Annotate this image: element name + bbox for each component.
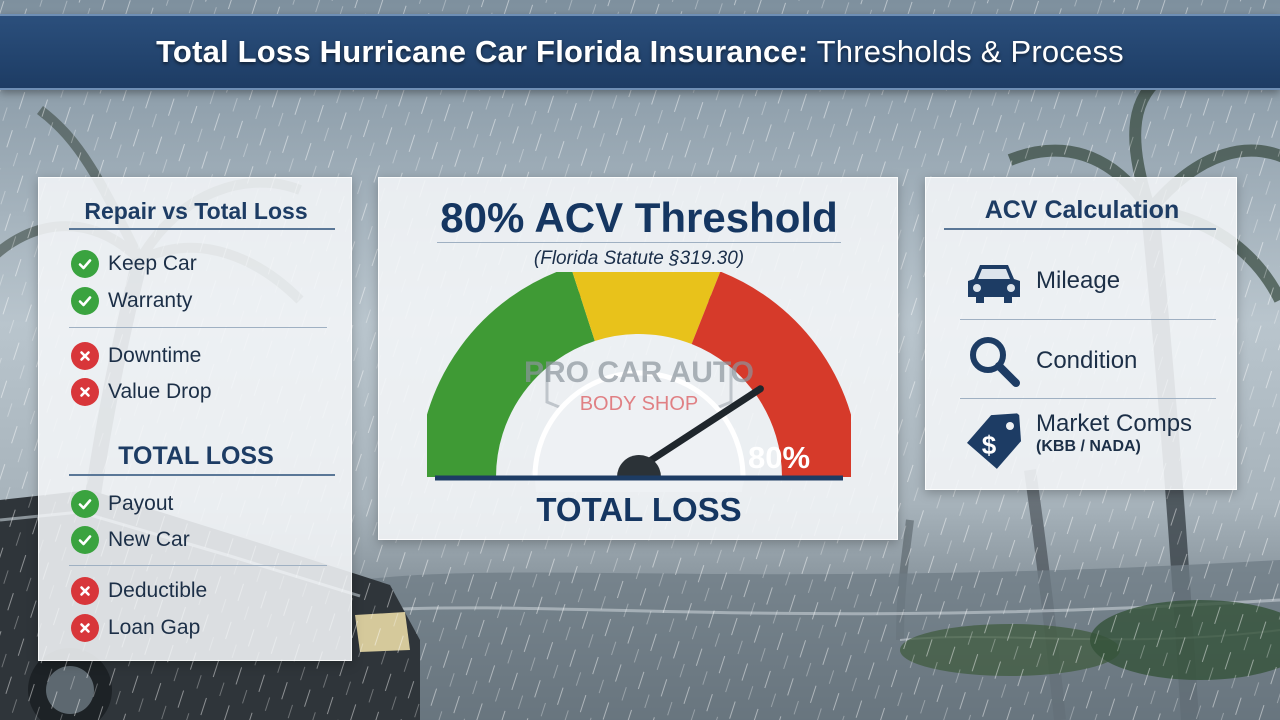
market-comps-sub: (KBB / NADA) — [1036, 438, 1141, 455]
total-loss-heading: TOTAL LOSS — [118, 442, 274, 470]
divider — [69, 565, 327, 566]
title-rule — [437, 242, 841, 243]
repair-vs-total-panel: Repair vs Total Loss Keep Car Warranty D… — [38, 177, 352, 661]
needle-hub — [617, 455, 661, 477]
page-title-thin: Thresholds & Process — [808, 34, 1124, 69]
acv-calculation-panel: ACV Calculation Mileage Condition $ Mark… — [925, 177, 1237, 490]
gauge-red-zone — [690, 272, 851, 478]
check-icon — [71, 287, 99, 315]
title-banner: Total Loss Hurricane Car Florida Insuran… — [0, 14, 1280, 90]
price-tag-icon: $ — [962, 410, 1026, 470]
divider — [960, 319, 1216, 320]
repair-pro-label: Keep Car — [108, 252, 197, 275]
repair-heading: Repair vs Total Loss — [84, 198, 308, 224]
total-loss-label: TOTAL LOSS — [536, 491, 742, 528]
gauge-green-zone — [427, 272, 596, 478]
cross-icon — [71, 342, 99, 370]
gauge-face — [535, 373, 743, 492]
total-con-item: Deductible — [71, 577, 207, 605]
repair-pro-item: Keep Car — [71, 250, 197, 278]
threshold-title: 80% ACV Threshold — [440, 194, 838, 241]
acv-threshold-panel: 80% ACV Threshold (Florida Statute §319.… — [378, 177, 898, 540]
market-comps-label: Market Comps — [1036, 410, 1193, 437]
total-pro-label: New Car — [108, 528, 190, 551]
total-loss-heading-rule — [69, 474, 335, 476]
total-pro-label: Payout — [108, 492, 174, 515]
total-pro-item: Payout — [71, 490, 173, 518]
condition-label: Condition — [1036, 347, 1138, 374]
acv-heading-rule — [944, 228, 1216, 230]
acv-gauge: PRO CAR AUTO BODY SHOP 80% — [427, 272, 851, 492]
check-icon — [71, 250, 99, 278]
svg-text:$: $ — [982, 430, 997, 460]
statute-subtitle: (Florida Statute §319.30) — [533, 248, 745, 269]
cross-icon — [71, 577, 99, 605]
gauge-value-label: 80% — [748, 440, 810, 475]
magnifier-icon — [962, 331, 1026, 391]
acv-calc-heading: ACV Calculation — [984, 196, 1180, 224]
gauge-yellow-zone — [572, 272, 721, 345]
watermark-text-2: BODY SHOP — [580, 393, 699, 415]
total-pro-item: New Car — [71, 526, 190, 554]
repair-con-item: Downtime — [71, 342, 201, 370]
total-con-item: Loan Gap — [71, 614, 200, 642]
repair-pro-item: Warranty — [71, 287, 192, 315]
repair-heading-rule — [69, 228, 335, 230]
check-icon — [71, 526, 99, 554]
watermark-text-1: PRO CAR AUTO — [524, 356, 754, 389]
acv-factor-market-comps: $ Market Comps (KBB / NADA) — [962, 410, 1192, 470]
page-title-bold: Total Loss Hurricane Car Florida Insuran… — [156, 34, 809, 69]
cross-icon — [71, 614, 99, 642]
car-icon — [962, 251, 1026, 311]
repair-pro-label: Warranty — [108, 289, 193, 312]
divider — [69, 327, 327, 328]
total-con-label: Loan Gap — [108, 616, 201, 639]
check-icon — [71, 490, 99, 518]
acv-factor-condition: Condition — [962, 331, 1137, 391]
cross-icon — [71, 378, 99, 406]
total-con-label: Deductible — [108, 579, 208, 602]
gauge-needle — [635, 385, 764, 472]
market-comps-text: Market Comps (KBB / NADA) — [1026, 410, 1192, 456]
mileage-label: Mileage — [1036, 267, 1121, 294]
repair-con-label: Downtime — [108, 344, 202, 367]
repair-con-item: Value Drop — [71, 378, 212, 406]
page-title: Total Loss Hurricane Car Florida Insuran… — [156, 34, 1124, 70]
acv-factor-mileage: Mileage — [962, 251, 1120, 311]
repair-con-label: Value Drop — [108, 380, 212, 403]
divider — [960, 398, 1216, 399]
